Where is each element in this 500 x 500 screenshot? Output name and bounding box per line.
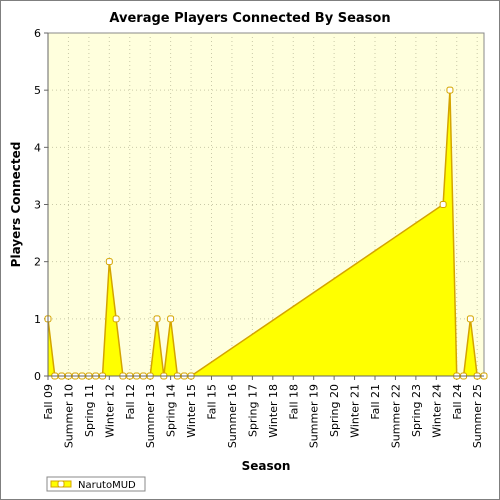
x-tick-label: Spring 11 bbox=[83, 384, 96, 437]
data-point bbox=[466, 315, 474, 323]
legend-label: NarutoMUD bbox=[78, 480, 136, 491]
x-tick-label: Fall 09 bbox=[42, 384, 55, 420]
x-tick-label: Fall 21 bbox=[369, 384, 382, 420]
y-tick-label: 4 bbox=[34, 141, 41, 154]
x-tick-label: Summer 13 bbox=[144, 384, 157, 448]
x-tick-label: Winter 21 bbox=[349, 384, 362, 438]
data-point bbox=[446, 86, 454, 94]
data-point bbox=[105, 258, 113, 266]
data-point bbox=[439, 201, 447, 208]
x-tick-label: Fall 18 bbox=[287, 384, 300, 420]
x-tick-label: Spring 20 bbox=[328, 384, 341, 437]
chart-title: Average Players Connected By Season bbox=[109, 11, 390, 26]
x-tick-label: Spring 14 bbox=[165, 384, 178, 437]
data-point bbox=[153, 315, 161, 323]
x-tick-label: Summer 16 bbox=[226, 384, 239, 448]
x-tick-label: Summer 25 bbox=[471, 384, 484, 448]
x-tick-label: Summer 10 bbox=[62, 384, 75, 448]
x-tick-label: Spring 23 bbox=[410, 384, 423, 437]
data-point bbox=[112, 315, 120, 323]
x-tick-label: Winter 18 bbox=[267, 384, 280, 438]
series-area bbox=[48, 90, 484, 377]
x-tick-label: Winter 24 bbox=[430, 384, 443, 438]
y-tick-label: 6 bbox=[34, 27, 41, 40]
y-tick-label: 1 bbox=[34, 313, 41, 326]
x-tick-label: Summer 22 bbox=[389, 384, 402, 448]
y-tick-label: 5 bbox=[34, 84, 41, 97]
x-tick-label: Fall 12 bbox=[124, 384, 137, 420]
y-tick-label: 2 bbox=[34, 256, 41, 269]
x-tick-label: Fall 24 bbox=[451, 384, 464, 420]
x-tick-label: Spring 17 bbox=[246, 384, 259, 437]
x-tick-label: Winter 15 bbox=[185, 384, 198, 438]
x-axis-title: Season bbox=[242, 459, 291, 473]
legend-marker bbox=[57, 480, 65, 488]
y-tick-label: 0 bbox=[34, 370, 41, 383]
x-tick-label: Fall 15 bbox=[206, 384, 219, 420]
y-tick-label: 3 bbox=[34, 199, 41, 212]
y-axis-title: Players Connected bbox=[9, 142, 23, 268]
data-point bbox=[167, 315, 175, 323]
x-tick-label: Summer 19 bbox=[308, 384, 321, 448]
x-tick-label: Winter 12 bbox=[103, 384, 116, 438]
